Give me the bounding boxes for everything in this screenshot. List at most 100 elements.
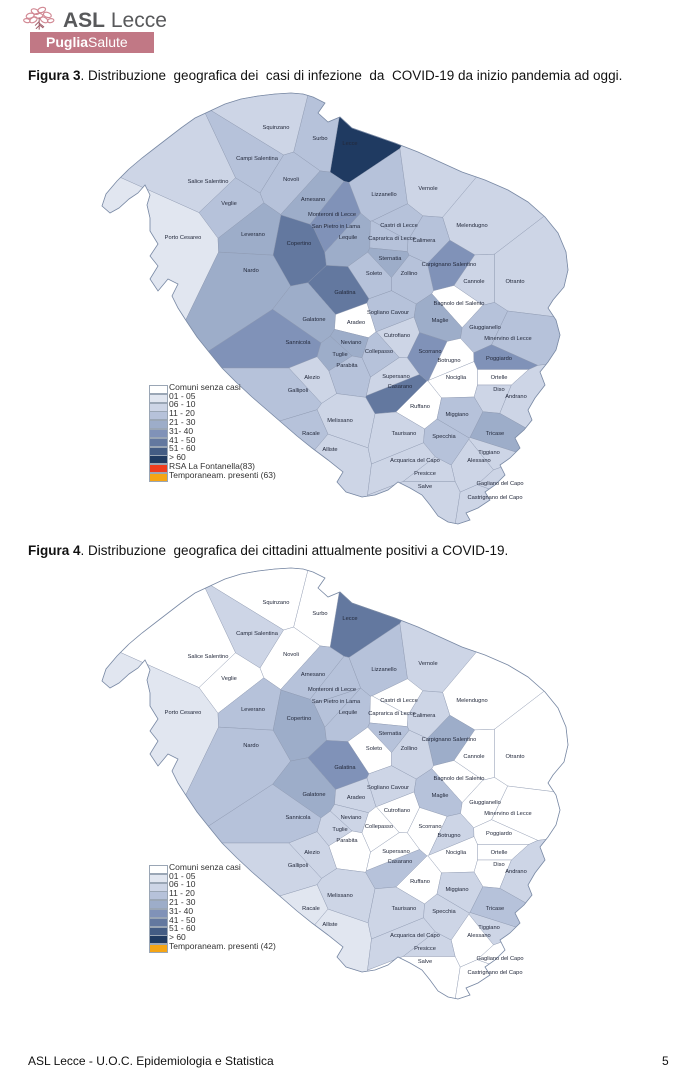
svg-text:Lecce: Lecce [342,616,357,622]
svg-text:Collepasso: Collepasso [365,824,393,830]
svg-text:Nardo: Nardo [243,743,259,749]
svg-text:Vernole: Vernole [418,186,437,192]
svg-text:Lizzanello: Lizzanello [371,667,396,673]
svg-text:Casarano: Casarano [388,384,413,390]
svg-text:Ruffano: Ruffano [410,879,430,885]
svg-text:Sannicola: Sannicola [286,340,312,346]
svg-text:Alessano: Alessano [467,458,490,464]
svg-text:Caprarica di Lecce: Caprarica di Lecce [368,236,415,242]
svg-text:Collepasso: Collepasso [365,349,393,355]
svg-text:Scorrano: Scorrano [418,824,441,830]
svg-text:Squinzano: Squinzano [263,600,290,606]
svg-text:Casarano: Casarano [388,859,413,865]
svg-text:Leverano: Leverano [241,232,265,238]
svg-text:Tiggiano: Tiggiano [478,450,500,456]
svg-text:Otranto: Otranto [506,279,525,285]
svg-text:Melendugno: Melendugno [456,698,487,704]
svg-text:Salice Salentino: Salice Salentino [188,179,229,185]
svg-text:Supersano: Supersano [382,849,410,855]
svg-text:Campi Salentina: Campi Salentina [236,631,279,637]
svg-text:Tuglie: Tuglie [332,827,347,833]
svg-text:Ortelle: Ortelle [491,850,508,856]
svg-text:Alliste: Alliste [322,447,337,453]
svg-text:Veglie: Veglie [221,201,237,207]
svg-text:Arnesano: Arnesano [301,197,325,203]
svg-text:Leverano: Leverano [241,707,265,713]
svg-text:Galatina: Galatina [334,765,356,771]
svg-text:Alessano: Alessano [467,933,490,939]
svg-text:San Pietro in Lama: San Pietro in Lama [312,699,361,705]
svg-text:Squinzano: Squinzano [263,125,290,131]
svg-text:Alezio: Alezio [304,850,320,856]
svg-text:Racale: Racale [302,906,320,912]
svg-text:Poggiardo: Poggiardo [486,831,512,837]
svg-text:Specchia: Specchia [432,434,456,440]
svg-text:Cannole: Cannole [463,754,484,760]
svg-text:Surbo: Surbo [312,136,327,142]
svg-text:Castri di Lecce: Castri di Lecce [380,223,418,229]
svg-text:Novoli: Novoli [283,652,299,658]
svg-text:Alliste: Alliste [322,922,337,928]
svg-text:Neviano: Neviano [341,340,362,346]
svg-text:Zollino: Zollino [401,271,418,277]
svg-text:Miggiano: Miggiano [445,887,468,893]
svg-text:Galatone: Galatone [302,792,325,798]
svg-text:Tricase: Tricase [486,906,504,912]
svg-text:Lequile: Lequile [339,235,357,241]
svg-text:Botrugno: Botrugno [437,358,460,364]
svg-text:Castri di Lecce: Castri di Lecce [380,698,418,704]
svg-text:Tiggiano: Tiggiano [478,925,500,931]
svg-text:Presicce: Presicce [414,946,436,952]
svg-text:Gallipoli: Gallipoli [288,388,308,394]
svg-text:Porto Cesareo: Porto Cesareo [165,235,202,241]
svg-text:Poggiardo: Poggiardo [486,356,512,362]
svg-text:Scorrano: Scorrano [418,349,441,355]
svg-text:Carpignano Salentino: Carpignano Salentino [422,737,477,743]
svg-text:Cutrofiano: Cutrofiano [384,333,410,339]
svg-text:Veglie: Veglie [221,676,237,682]
svg-text:Nardo: Nardo [243,268,259,274]
svg-text:Bagnolo del Salento: Bagnolo del Salento [434,776,485,782]
svg-text:Copertino: Copertino [287,241,312,247]
svg-text:Carpignano Salentino: Carpignano Salentino [422,262,477,268]
svg-text:Galatina: Galatina [334,290,356,296]
svg-text:Soleto: Soleto [366,746,382,752]
svg-text:Zollino: Zollino [401,746,418,752]
svg-text:Parabita: Parabita [336,363,358,369]
svg-text:Melissano: Melissano [327,893,353,899]
svg-text:Vernole: Vernole [418,661,437,667]
svg-text:Aradeo: Aradeo [347,320,365,326]
svg-text:Lizzanello: Lizzanello [371,192,396,198]
svg-text:Tricase: Tricase [486,431,504,437]
svg-text:Monteroni di Lecce: Monteroni di Lecce [308,687,356,693]
svg-text:Taurisano: Taurisano [392,431,417,437]
svg-text:Calimera: Calimera [413,238,437,244]
svg-text:Gagliano del Capo: Gagliano del Capo [476,956,523,962]
svg-text:Gallipoli: Gallipoli [288,863,308,869]
svg-text:Giuggianello: Giuggianello [469,800,501,806]
svg-text:Aradeo: Aradeo [347,795,365,801]
svg-text:Sternatia: Sternatia [379,256,403,262]
svg-text:Melendugno: Melendugno [456,223,487,229]
svg-text:Campi Salentina: Campi Salentina [236,156,279,162]
svg-text:Diso: Diso [493,387,504,393]
svg-text:Giuggianello: Giuggianello [469,325,501,331]
svg-text:Surbo: Surbo [312,611,327,617]
svg-text:Calimera: Calimera [413,713,437,719]
svg-text:Copertino: Copertino [287,716,312,722]
svg-text:Otranto: Otranto [506,754,525,760]
svg-text:Caprarica di Lecce: Caprarica di Lecce [368,711,415,717]
svg-text:Supersano: Supersano [382,374,410,380]
svg-text:Salice Salentino: Salice Salentino [188,654,229,660]
svg-text:Sannicola: Sannicola [286,815,312,821]
svg-text:Galatone: Galatone [302,317,325,323]
svg-text:Lequile: Lequile [339,710,357,716]
svg-text:Sternatia: Sternatia [379,731,403,737]
svg-text:Cannole: Cannole [463,279,484,285]
svg-text:Botrugno: Botrugno [437,833,460,839]
svg-text:San Pietro in Lama: San Pietro in Lama [312,224,361,230]
svg-text:Porto Cesareo: Porto Cesareo [165,710,202,716]
svg-text:Lecce: Lecce [342,141,357,147]
svg-text:Nociglia: Nociglia [446,850,467,856]
svg-text:Cutrofiano: Cutrofiano [384,808,410,814]
